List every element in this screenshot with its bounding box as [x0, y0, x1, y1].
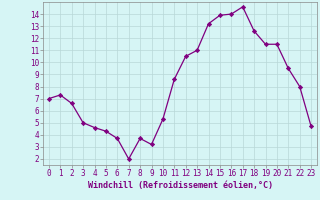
X-axis label: Windchill (Refroidissement éolien,°C): Windchill (Refroidissement éolien,°C) [87, 181, 273, 190]
